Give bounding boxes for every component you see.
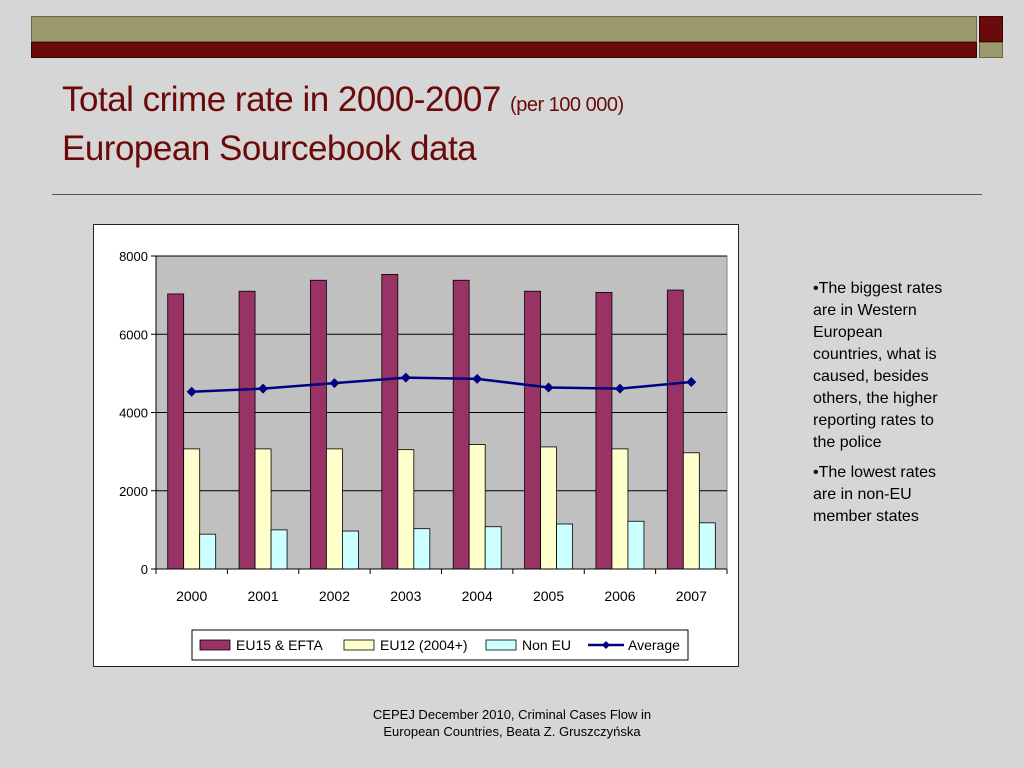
legend-label: Non EU — [522, 637, 571, 653]
x-tick-label: 2001 — [247, 588, 278, 604]
x-tick-label: 2002 — [319, 588, 350, 604]
y-tick-label: 6000 — [119, 327, 148, 342]
bar — [682, 452, 700, 570]
bar — [413, 528, 431, 570]
bar — [540, 446, 557, 570]
average-point — [329, 378, 340, 389]
bar — [666, 289, 684, 570]
bar — [556, 523, 573, 570]
average-point — [686, 376, 697, 387]
bar — [524, 290, 541, 570]
decor-square-red — [979, 16, 1003, 42]
footer-line: CEPEJ December 2010, Criminal Cases Flow… — [372, 707, 652, 722]
legend: EU15 & EFTA EU12 (2004+) Non EU Average — [191, 629, 689, 661]
crime-rate-chart: 0 2000 4000 6000 8000 2000 2001 2002 2003 2004 200… — [119, 249, 728, 661]
legend-swatch — [343, 639, 375, 651]
bar — [452, 279, 470, 570]
bar — [627, 520, 645, 570]
bar — [611, 448, 629, 570]
y-tick-label: 2000 — [119, 484, 148, 499]
legend-marker — [602, 641, 610, 649]
bullet-item: •The lowest rates are in non-EU member s… — [813, 464, 936, 525]
decor-middle-bar — [31, 42, 977, 58]
legend-swatch — [485, 639, 517, 651]
x-tick-label: 2005 — [533, 588, 564, 604]
average-line-group — [186, 372, 697, 397]
footer-line: European Countries, Beata Z. Gruszczyńsk… — [383, 724, 641, 739]
bar — [310, 279, 327, 570]
bar — [698, 522, 716, 570]
average-point — [543, 382, 554, 393]
average-point — [258, 383, 269, 394]
average-point — [186, 386, 197, 397]
average-line — [191, 376, 692, 394]
bar — [381, 273, 399, 570]
bars — [167, 273, 716, 570]
slide-title: Total crime rate in 2000-2007 (per 100 0… — [62, 78, 624, 171]
legend-label: EU12 (2004+) — [380, 637, 468, 653]
y-tick-label: 0 — [141, 562, 148, 577]
bullet-item: •The biggest rates are in Western Europe… — [813, 280, 943, 451]
average-point — [614, 383, 625, 394]
chart-frame: 0 2000 4000 6000 8000 2000 2001 2002 2003 2004 200… — [93, 224, 739, 667]
x-tick-label: 2006 — [604, 588, 635, 604]
bar — [484, 526, 502, 570]
legend-label: EU15 & EFTA — [236, 637, 324, 653]
bar — [342, 530, 359, 570]
bar — [254, 448, 272, 570]
y-tick-label: 8000 — [119, 249, 148, 264]
x-tick-label: 2000 — [176, 588, 207, 604]
bar — [326, 448, 343, 570]
title-divider — [52, 194, 982, 195]
bar — [468, 444, 486, 570]
bar — [199, 533, 217, 570]
bullet-notes: •The biggest rates are in Western Europe… — [813, 278, 953, 536]
legend-label: Average — [628, 637, 680, 653]
title-unit: (per 100 000) — [510, 94, 624, 116]
axes: 0 2000 4000 6000 8000 2000 2001 2002 2003 2004 200… — [119, 249, 728, 604]
bar — [270, 529, 288, 570]
average-point — [400, 372, 411, 383]
footer: CEPEJ December 2010, Criminal Cases Flow… — [300, 706, 724, 740]
x-tick-label: 2007 — [676, 588, 707, 604]
x-tick-label: 2004 — [462, 588, 493, 604]
x-tick-label: 2003 — [390, 588, 421, 604]
decor-square-olive — [979, 42, 1003, 58]
bar — [183, 448, 201, 570]
y-tick-label: 4000 — [119, 406, 148, 421]
title-line2: European Sourcebook data — [62, 129, 477, 168]
bar — [595, 291, 613, 570]
bar — [238, 290, 256, 570]
bar — [167, 293, 185, 570]
decor-top-bar — [31, 16, 977, 42]
title-main: Total crime rate in 2000-2007 — [62, 80, 501, 119]
bar — [397, 449, 415, 570]
average-point — [472, 373, 483, 384]
legend-swatch — [199, 639, 231, 651]
